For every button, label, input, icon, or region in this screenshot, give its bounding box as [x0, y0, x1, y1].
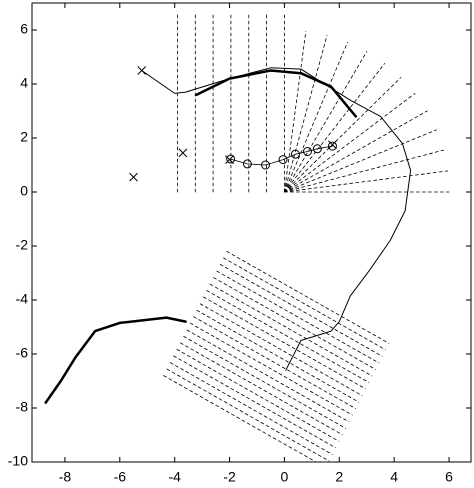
- series-line: [195, 69, 358, 118]
- circle-marker: [290, 149, 300, 159]
- circle-marker: [327, 141, 337, 151]
- y-tick-label: 0: [20, 183, 28, 199]
- x-tick-label: -2: [223, 469, 236, 485]
- x-tick-label: 2: [335, 469, 343, 485]
- series-line: [230, 145, 333, 166]
- cross-marker: [328, 140, 337, 150]
- plot-frame: [31, 2, 472, 463]
- series-line: [177, 13, 285, 193]
- x-tick-label: 6: [445, 469, 453, 485]
- cross-marker: [178, 148, 188, 158]
- x-tick-label: -4: [168, 469, 181, 485]
- x-tick-label: 4: [390, 469, 398, 485]
- cross-marker: [129, 172, 138, 182]
- series-line: [44, 316, 187, 404]
- series-line: [284, 31, 450, 193]
- circle-marker: [260, 160, 270, 170]
- circle-marker: [226, 154, 236, 164]
- y-tick-label: -10: [8, 453, 28, 469]
- x-tick-label: -8: [59, 469, 72, 485]
- y-tick-label: -8: [16, 399, 29, 415]
- circle-marker: [302, 147, 312, 156]
- y-tick-label: 4: [20, 75, 28, 91]
- cross-marker: [137, 66, 147, 75]
- cross-marker: [225, 155, 234, 164]
- y-tick-label: -6: [16, 345, 29, 361]
- circle-marker: [278, 155, 288, 165]
- y-tick-label: 2: [20, 129, 28, 145]
- circle-marker: [312, 144, 322, 154]
- y-tick-label: -4: [16, 291, 29, 307]
- x-tick-label: 0: [281, 469, 289, 485]
- y-tick-label: 6: [20, 21, 28, 37]
- circle-marker: [242, 159, 252, 169]
- series-line: [141, 67, 412, 371]
- y-tick-label: -2: [16, 237, 29, 253]
- series-line: [163, 251, 390, 462]
- x-tick-label: -6: [114, 469, 127, 485]
- plot-area: [44, 13, 450, 462]
